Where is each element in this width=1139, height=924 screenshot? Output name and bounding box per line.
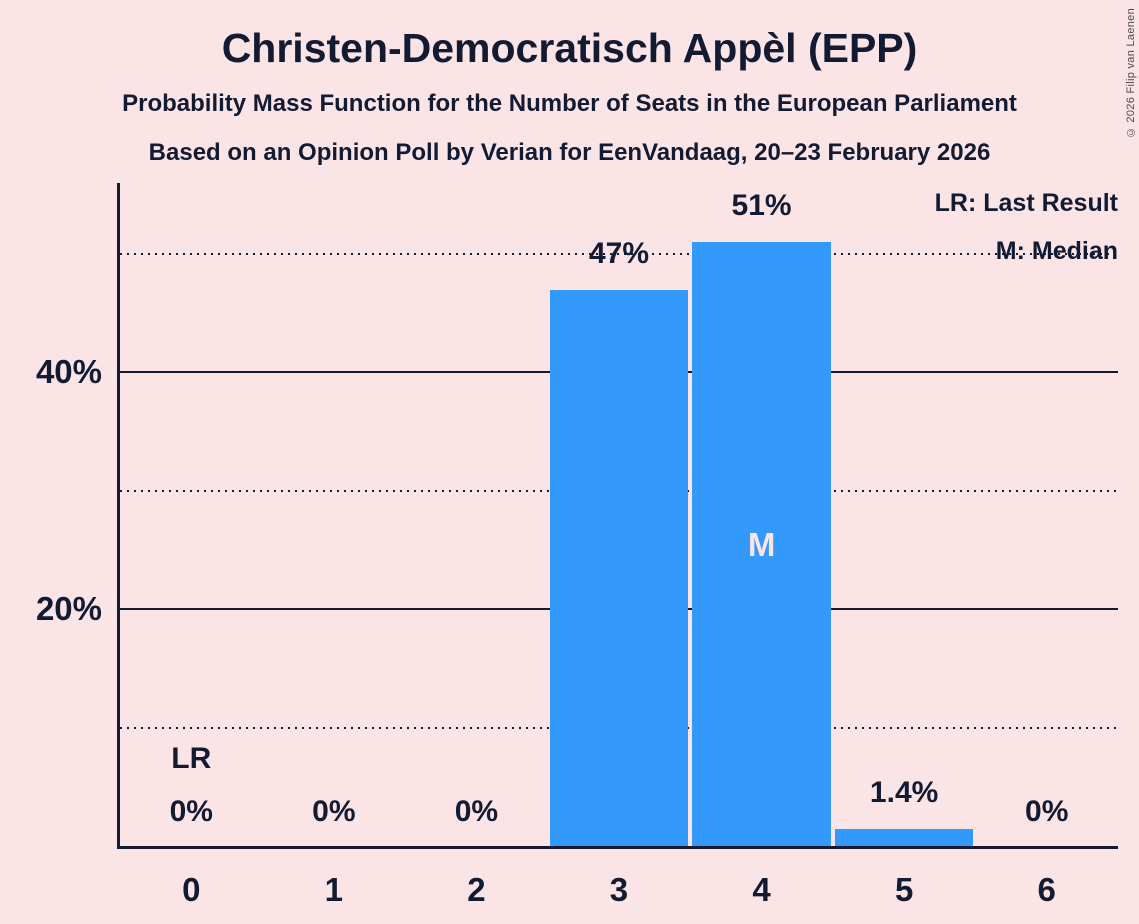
y-tick-label: 20% [35,590,102,628]
last-result-marker: LR [171,742,212,775]
x-tick-label: 6 [1037,871,1056,908]
y-tick-label: 40% [35,353,102,391]
x-tick-label: 5 [894,871,914,908]
chart-title: Christen-Democratisch Appèl (EPP) [221,25,918,71]
x-tick-label: 2 [467,871,486,908]
legend-item: M: Median [995,237,1118,265]
plot-area: LR: Last Result M: Median 0% 0% 0% 47% 51% 1.4… [117,183,1118,849]
x-tick-label: 1 [324,871,344,908]
gridline-dotted [120,253,1118,256]
bar [692,242,831,846]
x-tick-label: 4 [752,871,771,908]
bar [834,829,974,846]
legend-item: LR: Last Result [934,189,1118,217]
bar-value-label: 51% [731,189,792,223]
x-tick-label: 3 [609,871,629,908]
bar-value-label: 0% [454,795,499,828]
chart-poll-source: Based on an Opinion Poll by Verian for E… [148,139,991,166]
bar-value-label: 1.4% [869,776,939,810]
bar-value-label: 0% [312,795,356,828]
bar-value-label: 0% [1025,795,1069,828]
legend: LR: Last Result M: Median [935,179,1118,275]
median-marker: M [747,526,776,563]
chart-subtitle: Probability Mass Function for the Number… [122,90,1017,117]
x-tick-label: 0 [182,871,201,908]
bar [549,289,689,846]
bar-value-label: 47% [588,236,649,270]
bar-value-label: 0% [169,795,213,828]
x-axis-tick-labels: 0 1 2 3 4 5 6 [120,869,1118,915]
